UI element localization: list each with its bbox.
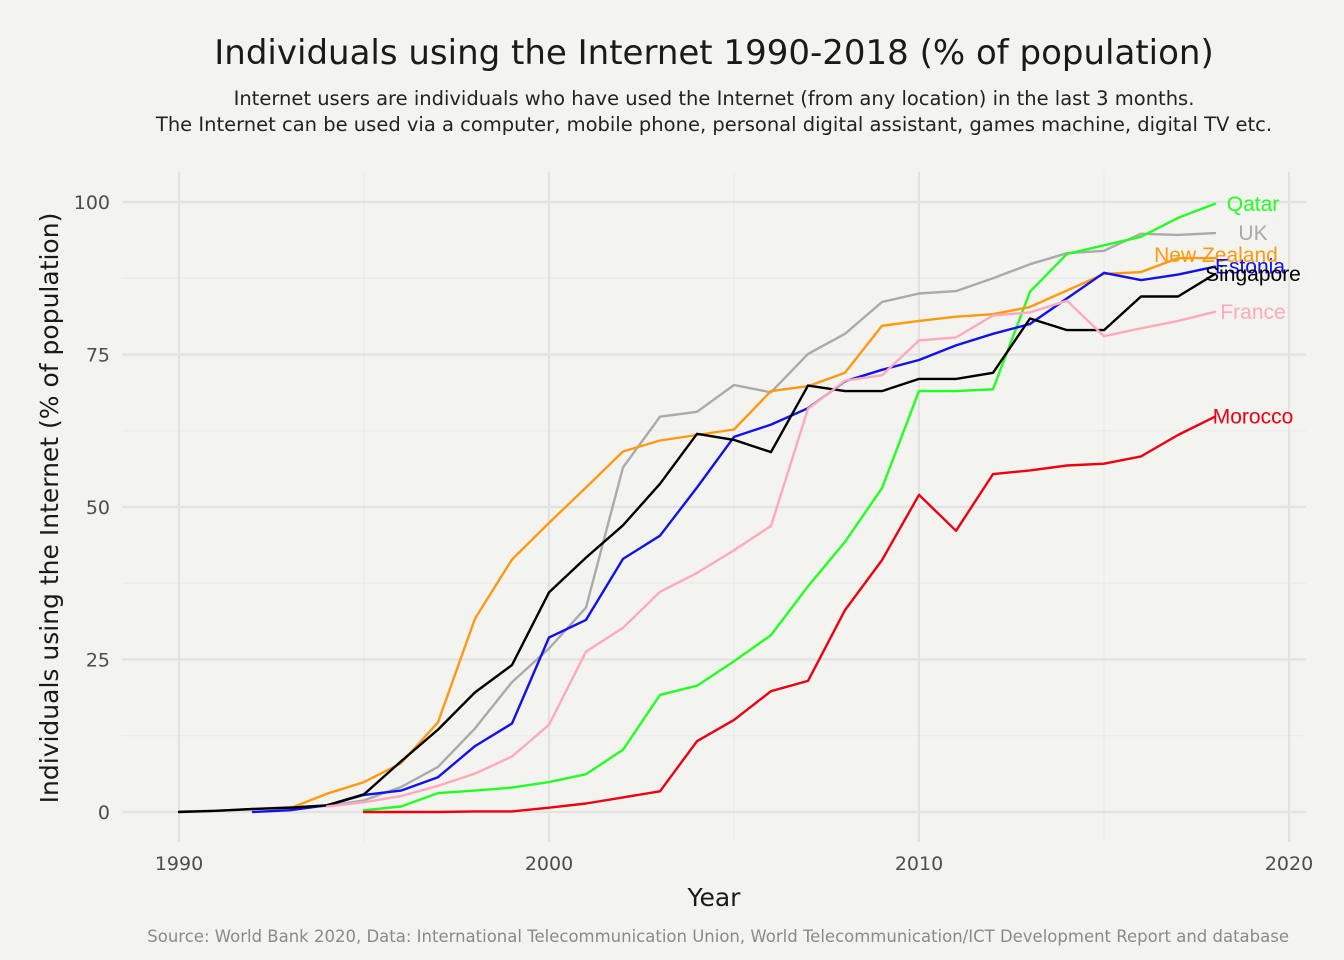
series-line-singapore <box>177 272 1217 814</box>
y-tick-label: 75 <box>86 345 110 367</box>
chart-caption: Source: World Bank 2020, Data: Internati… <box>147 927 1289 946</box>
y-axis-label: Individuals using the Internet (% of pop… <box>35 213 64 804</box>
series-label-morocco: Morocco <box>1213 406 1294 429</box>
series-label-qatar: Qatar <box>1227 193 1280 216</box>
series-line-france <box>325 299 1217 808</box>
series-label-uk: UK <box>1238 222 1267 245</box>
series-label-estonia: Estonia <box>1215 256 1285 279</box>
x-tick-label: 2010 <box>895 853 943 875</box>
series-lines <box>177 202 1217 814</box>
x-tick-label: 1990 <box>155 853 203 875</box>
x-axis-label: Year <box>687 883 742 912</box>
x-tick-label: 2020 <box>1265 853 1313 875</box>
y-tick-label: 25 <box>86 650 110 672</box>
grid <box>122 172 1306 842</box>
series-label-singapore: Singapore <box>1205 263 1301 286</box>
chart-title: Individuals using the Internet 1990-2018… <box>214 33 1213 73</box>
series-label-new-zealand: New Zealand <box>1154 244 1278 267</box>
series-label-france: France <box>1220 301 1285 324</box>
y-axis-ticks: 0 25 50 75 100 <box>74 192 110 824</box>
x-tick-label: 2000 <box>525 853 573 875</box>
series-line-new-zealand <box>288 256 1217 810</box>
chart-subtitle-line-2: The Internet can be used via a computer,… <box>155 113 1272 136</box>
series-line-estonia <box>251 265 1217 814</box>
series-line-morocco <box>362 415 1217 814</box>
series-line-qatar <box>362 202 1217 812</box>
x-axis-ticks: 1990 2000 2010 2020 <box>155 853 1313 875</box>
y-tick-label: 100 <box>74 192 110 214</box>
series-line-uk <box>177 231 1217 813</box>
y-tick-label: 50 <box>86 497 110 519</box>
chart-subtitle-line-1: Internet users are individuals who have … <box>234 87 1195 110</box>
y-tick-label: 0 <box>98 802 110 824</box>
